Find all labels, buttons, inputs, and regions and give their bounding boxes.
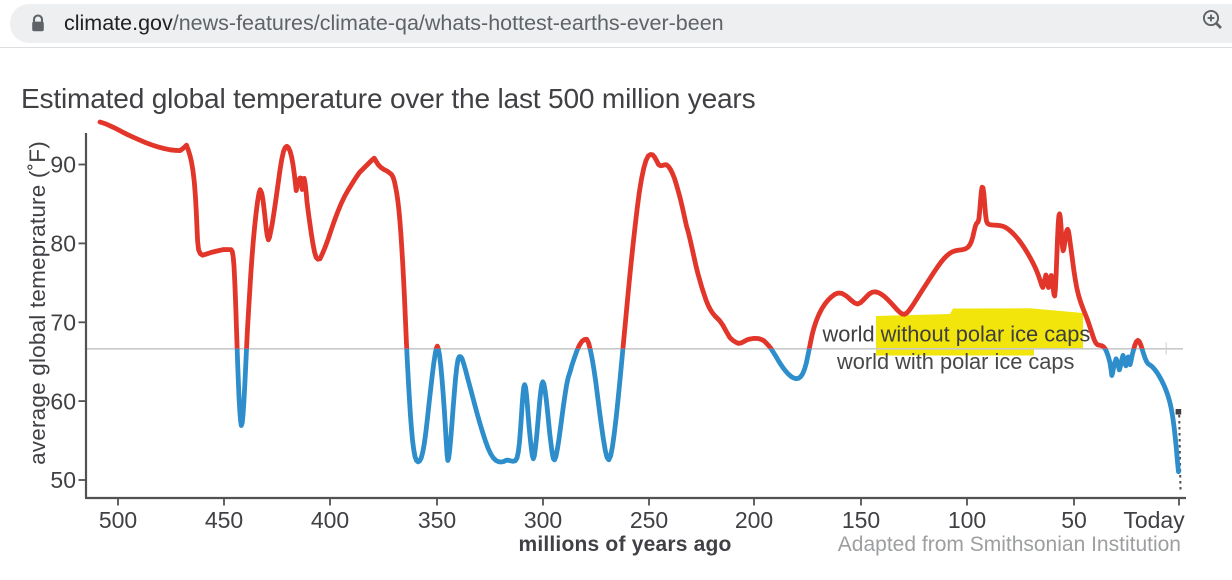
svg-text:Adapted from Smithsonian Insti: Adapted from Smithsonian Institution (838, 533, 1181, 556)
svg-text:millions of years ago: millions of years ago (518, 533, 731, 556)
svg-text:90: 90 (50, 152, 76, 178)
svg-text:80: 80 (50, 231, 76, 257)
svg-text:200: 200 (735, 507, 773, 533)
svg-text:70: 70 (50, 310, 76, 336)
svg-text:50: 50 (50, 467, 76, 493)
svg-text:world without polar ice caps: world without polar ice caps (822, 322, 1091, 347)
svg-text:Estimated global temperature o: Estimated global temperature over the la… (21, 83, 756, 114)
svg-text:250: 250 (630, 507, 668, 533)
svg-text:average global temeprature (˚F: average global temeprature (˚F) (25, 141, 50, 465)
svg-text:Today: Today (1123, 507, 1185, 533)
svg-text:300: 300 (524, 507, 562, 533)
svg-text:60: 60 (50, 388, 76, 414)
svg-text:400: 400 (311, 507, 349, 533)
svg-text:350: 350 (418, 507, 456, 533)
svg-text:450: 450 (205, 507, 243, 533)
svg-text:150: 150 (842, 507, 880, 533)
svg-text:world with polar ice caps: world with polar ice caps (836, 349, 1075, 374)
svg-text:500: 500 (99, 507, 137, 533)
svg-text:100: 100 (948, 507, 986, 533)
svg-text:50: 50 (1061, 507, 1087, 533)
